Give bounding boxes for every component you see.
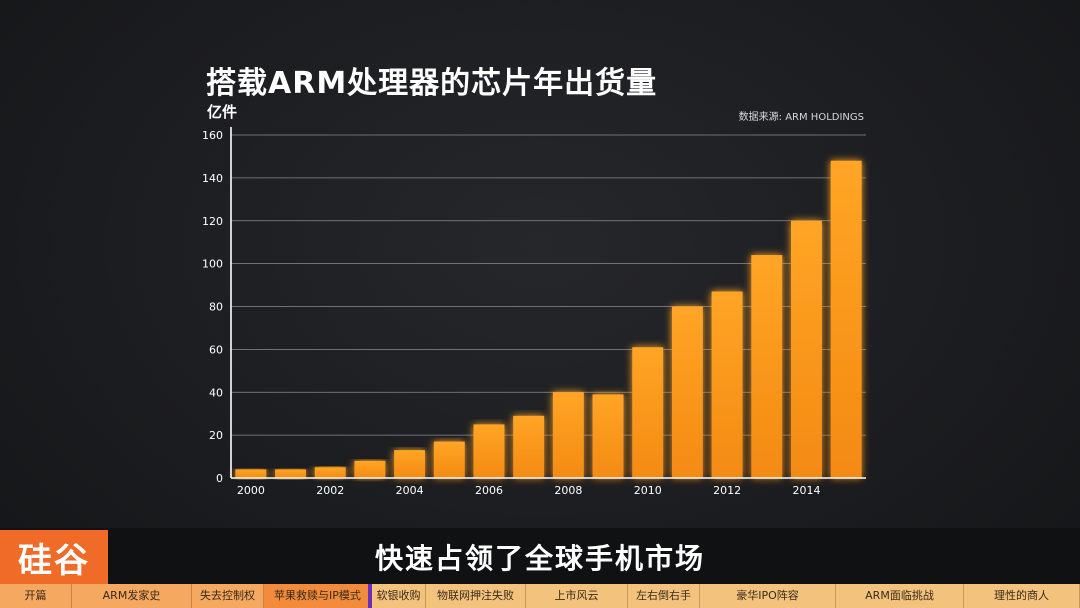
bar-2013 [751, 255, 783, 478]
bars [235, 160, 862, 478]
chapter-item[interactable]: 理性的商人 [964, 584, 1080, 608]
bar-2000 [235, 469, 267, 478]
x-tick-label: 2010 [634, 484, 662, 497]
y-tick-label: 0 [216, 472, 223, 485]
chapter-item[interactable]: 左右倒右手 [628, 584, 700, 608]
bar-2004 [394, 450, 426, 478]
chapter-item[interactable]: 上市风云 [526, 584, 628, 608]
x-tick-label: 2014 [792, 484, 820, 497]
bar-2005 [433, 441, 465, 478]
bar-2001 [275, 469, 307, 478]
chapter-item[interactable]: 苹果救赎与IP模式 [264, 584, 372, 608]
y-tick-label: 60 [209, 343, 223, 356]
y-tick-label: 20 [209, 429, 223, 442]
subtitle-backdrop [0, 528, 1080, 584]
chapter-item[interactable]: 开篇 [0, 584, 72, 608]
chapter-item[interactable]: 失去控制权 [192, 584, 264, 608]
y-axis-unit: 亿件 [207, 103, 238, 121]
x-tick-label: 2008 [554, 484, 582, 497]
bar-2015 [830, 160, 862, 478]
chapter-item[interactable]: ARM发家史 [72, 584, 192, 608]
x-tick-label: 2004 [396, 484, 424, 497]
chapter-item[interactable]: ARM面临挑战 [836, 584, 964, 608]
video-subtitle: 快速占领了全球手机市场 [374, 542, 705, 575]
x-tick-label: 2002 [316, 484, 344, 497]
bar-2007 [513, 415, 545, 478]
bar-2002 [314, 467, 346, 478]
y-tick-label: 80 [209, 301, 223, 314]
y-tick-label: 40 [209, 386, 223, 399]
bar-2008 [552, 392, 584, 478]
y-tick-label: 120 [202, 215, 223, 228]
chapter-item[interactable]: 物联网押注失败 [426, 584, 526, 608]
tick-labels: 0 20 40 60 80 100 120 140 160 2000 2002 2004 2006 200… [202, 129, 820, 497]
y-tick-label: 100 [202, 258, 223, 271]
data-source: 数据来源: ARM HOLDINGS [738, 112, 864, 123]
chapter-progress-bar[interactable]: 开篇 ARM发家史 失去控制权 苹果救赎与IP模式 软银收购 物联网押注失败 上市风云 左右倒… [0, 584, 1080, 608]
bar-2009 [592, 394, 624, 478]
bar-2014 [790, 220, 822, 478]
bar-2003 [354, 460, 386, 478]
x-tick-label: 2006 [475, 484, 503, 497]
chart-title: 搭载ARM处理器的芯片年出货量 [206, 66, 658, 101]
chapter-item[interactable]: 豪华IPO阵容 [700, 584, 836, 608]
bar-2011 [671, 306, 703, 478]
bar-2010 [632, 347, 664, 478]
chapter-item[interactable]: 软银收购 [372, 584, 426, 608]
x-tick-label: 2012 [713, 484, 741, 497]
playhead-marker[interactable] [368, 584, 372, 608]
bar-2006 [473, 424, 505, 478]
x-tick-label: 2000 [237, 484, 265, 497]
y-tick-label: 160 [202, 129, 223, 142]
y-tick-label: 140 [202, 172, 223, 185]
channel-logo: 硅谷 [0, 530, 108, 584]
axes [230, 127, 866, 479]
logo-text: 硅谷 [18, 540, 90, 581]
bar-2012 [711, 291, 743, 478]
